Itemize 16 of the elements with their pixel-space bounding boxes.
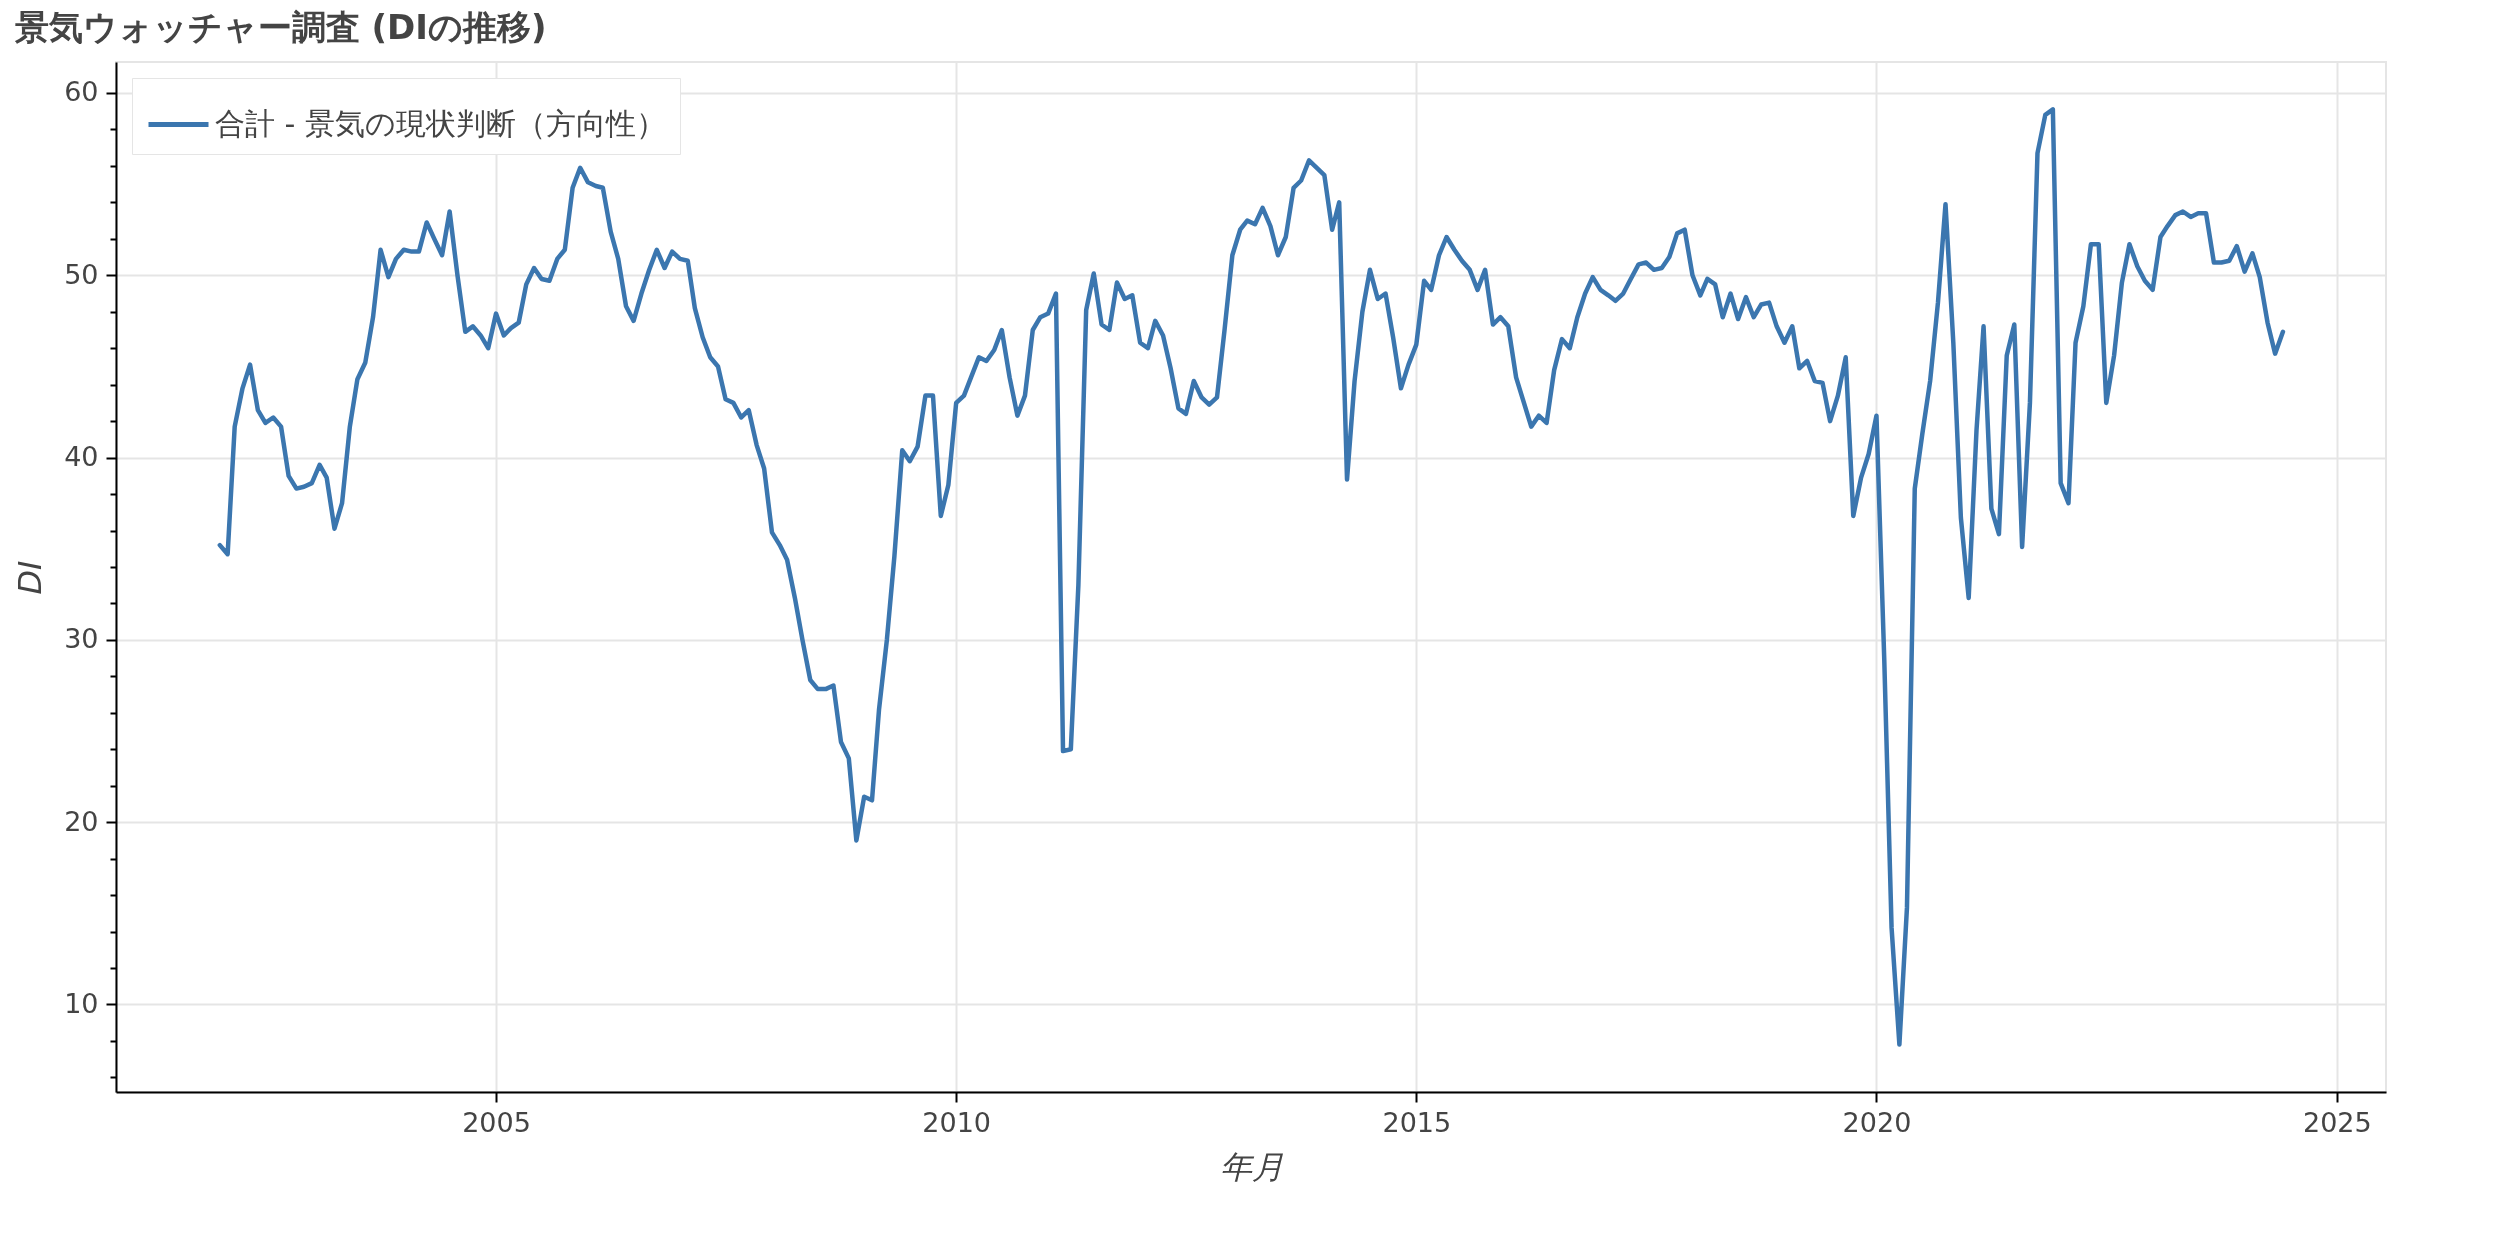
x-tick-label: 2020 (1842, 1106, 1912, 1138)
x-tick-label: 2005 (462, 1106, 531, 1138)
line-series (217, 107, 2286, 1047)
y-tick-label: 50 (64, 258, 99, 290)
chart-title: 景気ウォッチャー調査 (DIの推移) (13, 7, 547, 47)
y-tick-label: 60 (64, 76, 99, 108)
y-axis-title: DI (11, 560, 50, 595)
x-axis-title: 年月 (1219, 1147, 1284, 1186)
y-tick-label: 10 (64, 988, 99, 1019)
legend-label: 合計 - 景気の現状判断（方向性） (215, 105, 666, 141)
y-tick-label: 40 (64, 441, 99, 473)
y-tick-label: 20 (64, 805, 99, 837)
x-tick-label: 2025 (2303, 1106, 2372, 1138)
x-tick-label: 2010 (922, 1106, 992, 1138)
y-tick-label: 30 (64, 623, 99, 655)
x-tick-label: 2015 (1382, 1106, 1452, 1138)
